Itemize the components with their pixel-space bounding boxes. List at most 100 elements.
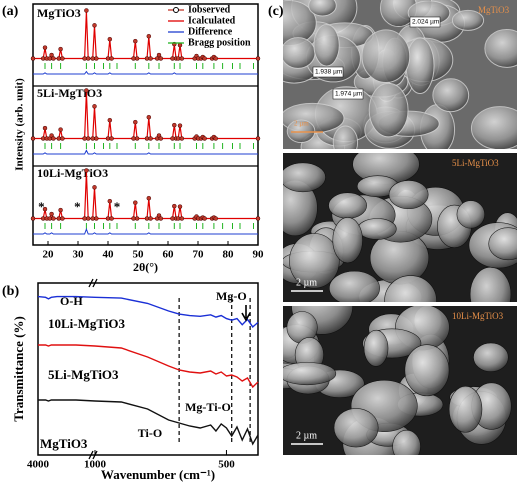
x-tick-label: 20 [43,249,55,261]
observed-point [58,46,63,52]
observed-point [85,216,91,221]
grain [333,408,379,448]
x-axis-label: Wavenumber (cm⁻¹) [101,467,215,482]
observed-point [177,42,183,48]
observed-point [133,119,138,125]
x-tick-label: 90 [253,249,265,261]
grain [289,233,340,289]
grain [432,78,470,113]
grain [384,275,437,302]
grain [404,344,450,397]
pattern-label: MgTiO3 [37,6,81,20]
grain [332,217,363,264]
x-axis-label: 2θ(°) [133,260,158,274]
axis-break [88,450,98,460]
grain [283,162,326,193]
observed-point [94,56,99,61]
legend-label: Iobserved [188,4,231,15]
impurity-mark: * [74,199,81,214]
observed-point [172,203,177,209]
observed-point [30,56,36,61]
observed-point [148,136,153,141]
grain [448,385,483,433]
legend-label: Difference [188,26,233,37]
x-tick-label: 70 [193,249,205,261]
scale-bar-label: 2 µm [296,277,317,288]
observed-point [179,216,185,221]
grain [283,362,337,386]
annotation: O-H [60,294,83,308]
observed-point [146,33,152,39]
grain [308,0,337,17]
x-tick-label: 60 [163,249,175,261]
sem-image [283,306,517,455]
axis-break [88,278,98,288]
observed-point [213,56,218,61]
annotation: Ti-O [138,426,162,440]
difference-line [33,149,258,155]
sem-content [283,306,517,455]
pattern-label: 10Li-MgTiO3 [37,166,108,180]
sem-caption: MgTiO3 [478,5,510,15]
measure-box [409,16,441,28]
observed-point [179,136,185,141]
observed-point [51,216,56,221]
observed-point [84,8,89,13]
measure-box [332,88,364,100]
observed-point [148,216,153,221]
grain [328,270,380,302]
plot-frame [37,282,259,456]
x-tick-label: 30 [73,249,85,261]
legend-marker [173,7,179,13]
observed-point [60,136,65,141]
sem-content [283,0,517,149]
grain [451,9,485,31]
observed-point [109,136,114,141]
grain [361,29,411,84]
observed-point [133,200,138,205]
legend-label: Bragg position [188,37,251,48]
sem-image [283,0,517,149]
x-tick-label: 80 [223,249,235,261]
grain [332,125,359,149]
grain [388,180,429,210]
observed-point [109,216,114,221]
observed-point [202,216,207,221]
legend-label: Icalculated [188,15,236,26]
observed-point [85,136,91,141]
grain [473,342,509,373]
y-axis-label: Transmittance (%) [11,316,26,422]
observed-point [202,56,207,61]
series-label: 5Li-MgTiO3 [48,367,119,382]
series-label: 10Li-MgTiO3 [48,316,126,331]
measurement-label: 1.974 µm [335,91,362,98]
grain [456,200,486,229]
scale-bar-label: 2 µm [294,120,309,128]
observed-point [60,56,65,61]
observed-point [84,88,89,93]
annotation: Mg-Ti-O [185,400,231,414]
observed-point [51,136,56,141]
observed-point [255,216,261,221]
observed-point [92,104,97,109]
observed-point [30,216,36,221]
grain [405,37,435,95]
sem-image [283,153,517,302]
observed-point [49,52,54,58]
observed-point [202,136,207,141]
observed-point [148,56,153,61]
grain [283,37,316,69]
observed-point [146,195,152,201]
observed-point [179,56,185,61]
grain [363,329,389,367]
observed-point [255,136,261,141]
y-axis-label: Intensity (arb. unit) [14,78,26,171]
observed-point [177,204,183,209]
observed-point [60,216,65,221]
observed-point [107,198,113,204]
observed-point [109,56,114,61]
observed-point [107,117,113,123]
spectrum-line [37,295,259,329]
observed-point [85,56,91,61]
